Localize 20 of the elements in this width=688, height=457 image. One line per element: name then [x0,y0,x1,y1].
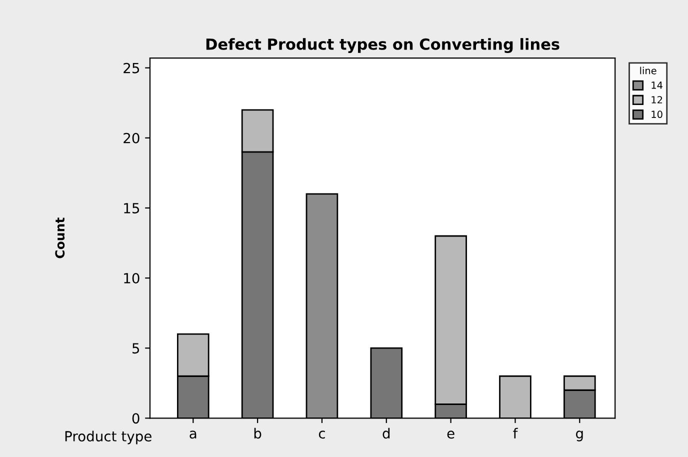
x-tick-label: a [190,430,196,439]
y-tick-label: 5 [132,343,140,354]
x-tick-label: f [513,428,518,438]
legend-label: 10 [652,110,662,118]
chart-title: Defect Product types on Converting lines [206,38,560,53]
legend-title: line [640,66,656,74]
y-axis-title: Count [55,218,65,258]
legend-label: 14 [652,82,662,89]
x-tick-label: d [382,428,390,439]
legend-label: 12 [652,96,662,104]
y-tick-label: 10 [124,273,140,284]
y-tick-label: 25 [124,62,140,74]
x-tick-label: b [254,428,262,439]
y-tick-label: 20 [124,132,140,144]
y-tick-label: 0 [132,413,140,424]
x-tick-label: g [576,430,583,442]
x-tick-label: c [318,430,325,439]
x-axis-title: Product type [65,430,152,444]
x-tick-label: e [447,430,454,439]
y-tick-label: 15 [124,203,140,214]
